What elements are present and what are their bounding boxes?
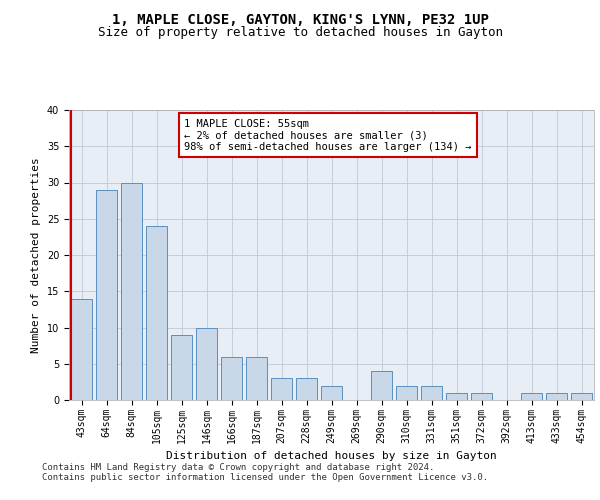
Text: Contains HM Land Registry data © Crown copyright and database right 2024.
Contai: Contains HM Land Registry data © Crown c… xyxy=(42,462,488,482)
Text: Size of property relative to detached houses in Gayton: Size of property relative to detached ho… xyxy=(97,26,503,39)
Bar xyxy=(171,335,192,400)
Bar xyxy=(321,386,342,400)
X-axis label: Distribution of detached houses by size in Gayton: Distribution of detached houses by size … xyxy=(166,451,497,461)
Bar xyxy=(371,371,392,400)
Bar xyxy=(446,393,467,400)
Bar xyxy=(471,393,492,400)
Bar xyxy=(271,378,292,400)
Bar xyxy=(121,182,142,400)
Bar xyxy=(396,386,417,400)
Bar xyxy=(571,393,592,400)
Bar xyxy=(96,190,117,400)
Text: 1 MAPLE CLOSE: 55sqm
← 2% of detached houses are smaller (3)
98% of semi-detache: 1 MAPLE CLOSE: 55sqm ← 2% of detached ho… xyxy=(185,118,472,152)
Bar xyxy=(421,386,442,400)
Bar xyxy=(521,393,542,400)
Bar xyxy=(246,356,267,400)
Bar xyxy=(71,298,92,400)
Text: 1, MAPLE CLOSE, GAYTON, KING'S LYNN, PE32 1UP: 1, MAPLE CLOSE, GAYTON, KING'S LYNN, PE3… xyxy=(112,12,488,26)
Bar xyxy=(546,393,567,400)
Y-axis label: Number of detached properties: Number of detached properties xyxy=(31,157,41,353)
Bar xyxy=(196,328,217,400)
Bar xyxy=(296,378,317,400)
Bar xyxy=(146,226,167,400)
Bar xyxy=(221,356,242,400)
